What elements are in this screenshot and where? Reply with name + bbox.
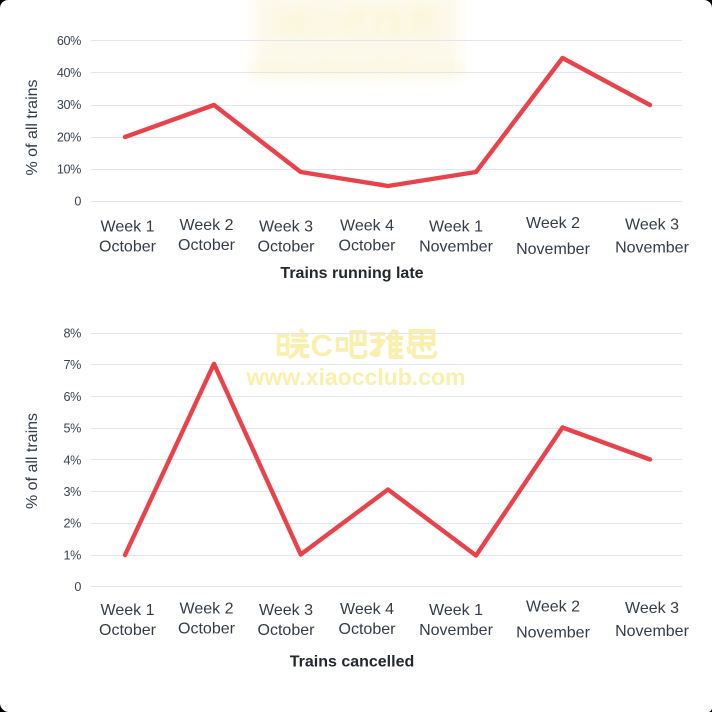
svg-text:Week 1: Week 1 — [429, 219, 483, 236]
svg-text:8%: 8% — [63, 327, 81, 341]
svg-text:October: October — [99, 239, 157, 256]
svg-text:November: November — [516, 625, 590, 642]
svg-text:Week 2: Week 2 — [180, 601, 234, 618]
svg-text:Week 3: Week 3 — [259, 219, 313, 236]
svg-text:% of all trains: % of all trains — [24, 413, 41, 509]
svg-text:6%: 6% — [63, 390, 81, 404]
svg-text:% of all trains: % of all trains — [24, 79, 41, 175]
svg-text:30%: 30% — [57, 98, 81, 112]
svg-text:0: 0 — [74, 195, 81, 209]
svg-text:Week 3: Week 3 — [259, 602, 313, 619]
svg-text:10%: 10% — [57, 162, 81, 176]
svg-text:1%: 1% — [63, 548, 81, 562]
svg-text:Week 1: Week 1 — [429, 602, 483, 619]
svg-text:Week 1: Week 1 — [101, 219, 155, 236]
svg-text:November: November — [615, 240, 689, 257]
svg-text:October: October — [99, 622, 157, 639]
svg-text:Week 2: Week 2 — [526, 215, 580, 232]
svg-text:Week 4: Week 4 — [340, 601, 394, 618]
svg-text:Week 4: Week 4 — [340, 218, 394, 235]
svg-text:3%: 3% — [63, 485, 81, 499]
svg-text:20%: 20% — [57, 130, 81, 144]
svg-text:Week 1: Week 1 — [101, 602, 155, 619]
svg-text:www.xiaocclub.com: www.xiaocclub.com — [247, 55, 467, 81]
svg-text:October: October — [178, 621, 236, 638]
svg-text:0: 0 — [74, 580, 81, 594]
svg-text:November: November — [615, 623, 689, 640]
svg-text:November: November — [516, 241, 590, 258]
svg-text:60%: 60% — [57, 34, 81, 48]
svg-text:November: November — [419, 622, 493, 639]
svg-text:40%: 40% — [57, 66, 81, 80]
svg-text:5%: 5% — [63, 422, 81, 436]
svg-text:www.xiaocclub.com: www.xiaocclub.com — [246, 364, 466, 390]
svg-text:October: October — [258, 239, 316, 256]
svg-text:Week 2: Week 2 — [526, 599, 580, 616]
svg-text:Week 3: Week 3 — [625, 217, 679, 234]
svg-text:Trains running late: Trains running late — [280, 265, 423, 282]
svg-text:7%: 7% — [63, 358, 81, 372]
svg-text:2%: 2% — [63, 517, 81, 531]
svg-text:Week 2: Week 2 — [180, 217, 234, 234]
svg-text:November: November — [419, 239, 493, 256]
svg-text:October: October — [339, 621, 397, 638]
svg-text:Week 3: Week 3 — [625, 600, 679, 617]
svg-text:4%: 4% — [63, 453, 81, 467]
svg-text:October: October — [258, 622, 316, 639]
svg-text:October: October — [178, 237, 236, 254]
svg-text:Trains cancelled: Trains cancelled — [290, 654, 415, 671]
svg-text:October: October — [339, 238, 397, 255]
